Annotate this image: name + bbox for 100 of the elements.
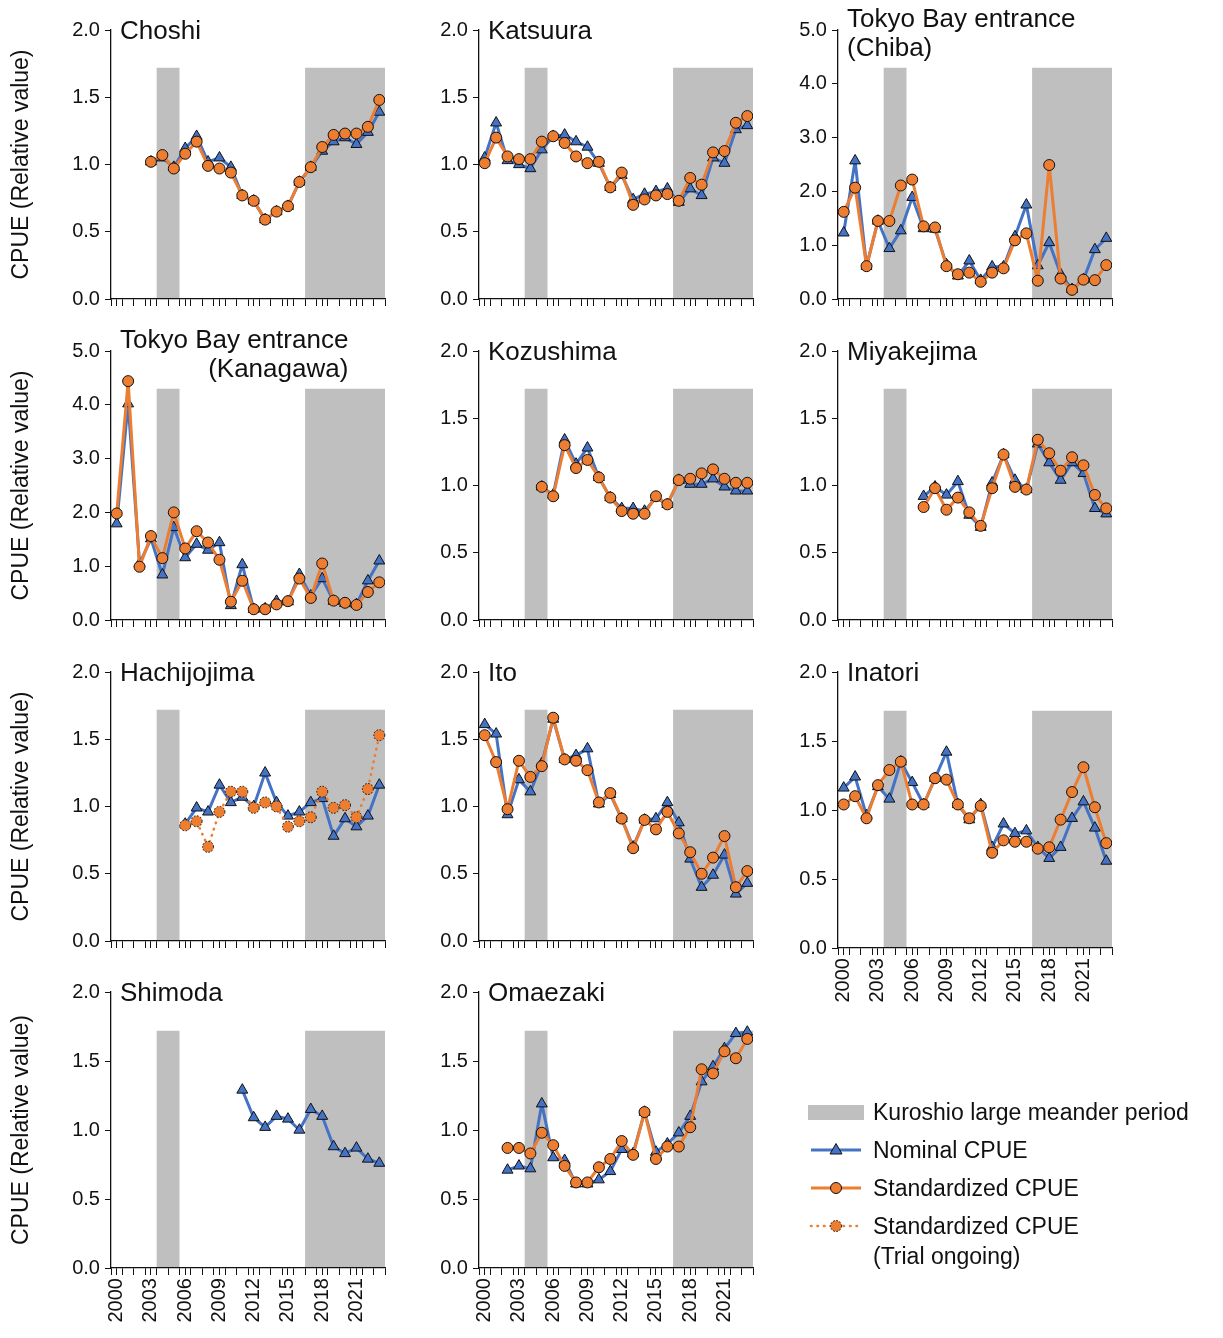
y-tick-label: 0.0 bbox=[440, 928, 468, 951]
y-tick-label: 2.0 bbox=[72, 659, 100, 682]
x-tick-label: 2021 bbox=[343, 1278, 366, 1323]
y-tick-label: 1.5 bbox=[72, 726, 100, 749]
y-tick-label: 2.0 bbox=[72, 17, 100, 40]
x-tick-label: 2000 bbox=[831, 958, 854, 1003]
chart-title: Katsuura bbox=[488, 15, 593, 45]
y-tick-label: 0.5 bbox=[799, 540, 827, 563]
y-tick-label: 1.5 bbox=[72, 1048, 100, 1071]
y-tick-label: 1.5 bbox=[799, 728, 827, 751]
y-tick-label: 0.0 bbox=[72, 607, 100, 630]
chart-title: Omaezaki bbox=[488, 977, 606, 1007]
y-tick-label: 1.5 bbox=[440, 1048, 468, 1071]
y-tick-label: 0.5 bbox=[440, 1186, 468, 1209]
chart-title: Shimoda bbox=[120, 977, 223, 1007]
y-tick-label: 2.0 bbox=[799, 659, 827, 682]
x-tick-label: 2003 bbox=[506, 1278, 529, 1323]
y-tick-label: 2.0 bbox=[440, 338, 468, 361]
y-tick-label: 0.0 bbox=[440, 607, 468, 630]
y-tick-label: 1.0 bbox=[440, 152, 468, 175]
y-tick-label: 0.0 bbox=[799, 286, 827, 309]
y-tick-label: 0.5 bbox=[440, 540, 468, 563]
y-tick-label: 2.0 bbox=[799, 178, 827, 201]
x-tick-label: 2015 bbox=[643, 1278, 666, 1323]
y-tick-label: 1.0 bbox=[799, 232, 827, 255]
x-tick-label: 2021 bbox=[1070, 958, 1093, 1003]
y-tick-label: 2.0 bbox=[72, 979, 100, 1002]
y-axis-title: CPUE (Relative value) bbox=[7, 49, 34, 280]
y-tick-label: 5.0 bbox=[72, 338, 100, 361]
x-tick-label: 2000 bbox=[104, 1278, 127, 1323]
x-tick-label: 2015 bbox=[275, 1278, 298, 1323]
chart-title: Choshi bbox=[120, 15, 201, 45]
chart-title: Tokyo Bay entrance (Kanagawa) bbox=[120, 324, 349, 383]
y-tick-label: 1.0 bbox=[72, 1117, 100, 1140]
x-tick-label: 2018 bbox=[1036, 958, 1059, 1003]
y-tick-label: 0.0 bbox=[440, 1255, 468, 1278]
x-tick-label: 2021 bbox=[711, 1278, 734, 1323]
y-tick-label: 0.0 bbox=[440, 286, 468, 309]
legend-label: Nominal CPUE bbox=[873, 1136, 1028, 1165]
x-tick-label: 2015 bbox=[1002, 958, 1025, 1003]
y-tick-label: 3.0 bbox=[72, 446, 100, 469]
y-tick-label: 1.5 bbox=[799, 405, 827, 428]
y-tick-label: 1.0 bbox=[72, 794, 100, 817]
y-tick-label: 4.0 bbox=[72, 392, 100, 415]
x-tick-label: 2009 bbox=[933, 958, 956, 1003]
text: Kuroshio large meander period bbox=[873, 1098, 1189, 1127]
y-tick-label: 1.5 bbox=[440, 726, 468, 749]
x-tick-label: 2006 bbox=[540, 1278, 563, 1323]
y-tick-label: 1.0 bbox=[440, 473, 468, 496]
x-tick-label: 2009 bbox=[574, 1278, 597, 1323]
y-tick-label: 2.0 bbox=[799, 338, 827, 361]
chart-title: Ito bbox=[488, 657, 517, 687]
y-tick-label: 4.0 bbox=[799, 71, 827, 94]
y-tick-label: 1.5 bbox=[72, 84, 100, 107]
y-tick-label: 1.5 bbox=[440, 405, 468, 428]
y-tick-label: 1.5 bbox=[440, 84, 468, 107]
y-tick-label: 0.5 bbox=[72, 861, 100, 884]
y-tick-label: 0.0 bbox=[72, 286, 100, 309]
y-tick-label: 1.0 bbox=[799, 473, 827, 496]
y-tick-label: 0.5 bbox=[72, 1186, 100, 1209]
y-tick-label: 5.0 bbox=[799, 17, 827, 40]
y-tick-label: 1.0 bbox=[799, 797, 827, 820]
x-tick-label: 2000 bbox=[472, 1278, 495, 1323]
y-tick-label: 2.0 bbox=[440, 659, 468, 682]
x-tick-label: 2003 bbox=[138, 1278, 161, 1323]
chart-title: Hachijojima bbox=[120, 657, 255, 687]
x-tick-label: 2012 bbox=[609, 1278, 632, 1323]
x-tick-label: 2018 bbox=[677, 1278, 700, 1323]
y-tick-label: 0.5 bbox=[799, 866, 827, 889]
y-tick-label: 2.0 bbox=[440, 17, 468, 40]
x-tick-label: 2006 bbox=[172, 1278, 195, 1323]
y-axis-title: CPUE (Relative value) bbox=[7, 1014, 34, 1246]
chart-title: Inatori bbox=[847, 657, 920, 687]
x-tick-label: 2009 bbox=[206, 1278, 229, 1323]
y-tick-label: 0.0 bbox=[799, 935, 827, 958]
y-tick-label: 1.0 bbox=[440, 1117, 468, 1140]
x-tick-label: 2003 bbox=[865, 958, 888, 1003]
x-tick-label: 2012 bbox=[241, 1278, 264, 1323]
chart-title: Kozushima bbox=[488, 336, 617, 366]
y-tick-label: 3.0 bbox=[799, 125, 827, 148]
y-tick-label: 1.0 bbox=[72, 152, 100, 175]
y-tick-label: 1.0 bbox=[72, 553, 100, 576]
chart-title: Miyakejima bbox=[847, 336, 978, 366]
y-tick-label: 0.5 bbox=[440, 861, 468, 884]
x-tick-label: 2006 bbox=[899, 958, 922, 1003]
chart-title: Tokyo Bay entrance (Chiba) bbox=[847, 3, 1076, 62]
y-axis-title: CPUE (Relative value) bbox=[7, 370, 34, 601]
y-axis-title: CPUE (Relative value) bbox=[7, 691, 34, 922]
legend-label: Standardized CPUE (Trial ongoing) bbox=[873, 1212, 1079, 1271]
y-tick-label: 0.5 bbox=[440, 219, 468, 242]
y-tick-label: 2.0 bbox=[440, 979, 468, 1002]
y-tick-label: 0.0 bbox=[799, 607, 827, 630]
y-tick-label: 1.0 bbox=[440, 794, 468, 817]
y-tick-label: 0.5 bbox=[72, 219, 100, 242]
legend-label: Standardized CPUE bbox=[873, 1174, 1079, 1203]
x-tick-label: 2018 bbox=[309, 1278, 332, 1323]
y-tick-label: 0.0 bbox=[72, 1255, 100, 1278]
y-tick-label: 2.0 bbox=[72, 499, 100, 522]
x-tick-label: 2012 bbox=[968, 958, 991, 1003]
y-tick-label: 0.0 bbox=[72, 928, 100, 951]
